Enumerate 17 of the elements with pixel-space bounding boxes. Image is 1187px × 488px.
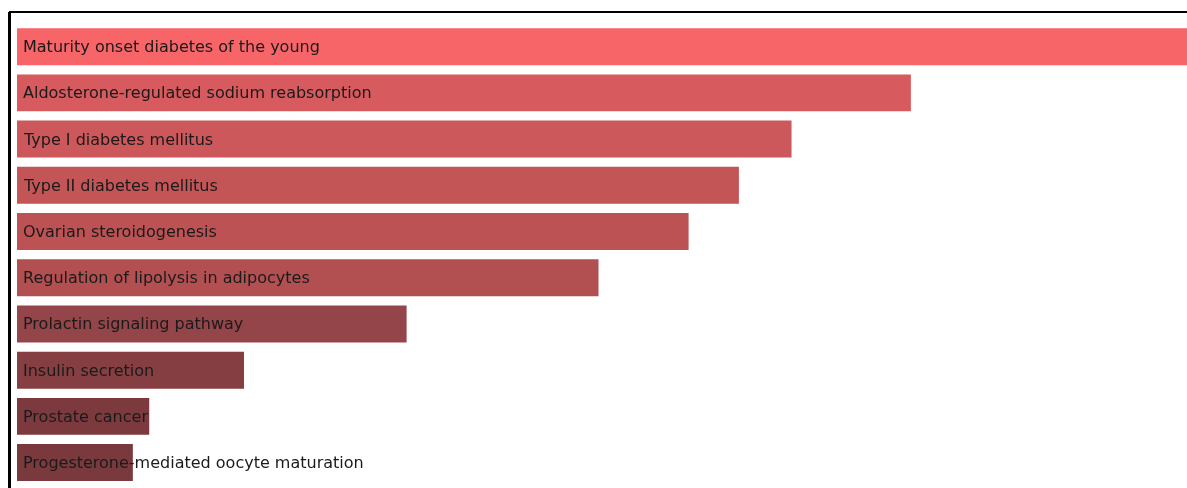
bar bbox=[17, 120, 792, 158]
y-tick-label: Regulation of lipolysis in adipocytes bbox=[23, 268, 310, 287]
bar bbox=[17, 305, 407, 343]
bar bbox=[17, 351, 244, 389]
y-tick-label: Maturity onset diabetes of the young bbox=[23, 37, 320, 56]
bar bbox=[17, 74, 911, 112]
y-tick-label: Prolactin signaling pathway bbox=[23, 314, 244, 333]
bar bbox=[17, 166, 739, 204]
y-tick-label: Ovarian steroidogenesis bbox=[23, 222, 217, 241]
y-tick-label: Aldosterone-regulated sodium reabsorption bbox=[23, 83, 372, 102]
bar bbox=[17, 213, 689, 250]
bar bbox=[17, 28, 1187, 66]
bar bbox=[17, 259, 599, 297]
y-tick-label: Insulin secretion bbox=[23, 361, 155, 380]
y-tick-label: Prostate cancer bbox=[23, 407, 149, 426]
y-tick-label: Type II diabetes mellitus bbox=[23, 176, 218, 195]
y-tick-label: Type I diabetes mellitus bbox=[23, 130, 214, 149]
